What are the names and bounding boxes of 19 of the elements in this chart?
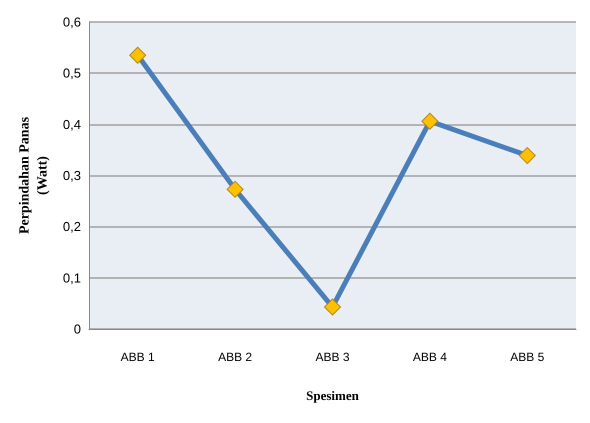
point bbox=[226, 180, 244, 198]
x-tick-label: ABB 3 bbox=[315, 350, 350, 364]
y-axis-title: Perpindahan Panas (Watt) bbox=[18, 116, 50, 234]
y-tick-label: 0,1 bbox=[62, 270, 81, 286]
x-axis-title: Spesimen bbox=[306, 388, 360, 403]
y-tick-label: 0 bbox=[74, 322, 81, 336]
point bbox=[324, 298, 341, 316]
point bbox=[421, 112, 438, 130]
x-tick-label: ABB 5 bbox=[510, 350, 545, 364]
point bbox=[129, 46, 146, 64]
point bbox=[518, 147, 536, 164]
y-tick-label: 0,5 bbox=[62, 66, 81, 81]
x-tick-label: ABB 1 bbox=[120, 350, 156, 364]
y-tick-label: 0,4 bbox=[62, 116, 81, 132]
y-tick-label: 0,6 bbox=[62, 14, 81, 30]
x-tick-label: ABB 2 bbox=[218, 350, 252, 364]
y-tick-label: 0,3 bbox=[62, 168, 81, 183]
x-tick-label: ABB 4 bbox=[412, 350, 448, 364]
y-tick-label: 0,2 bbox=[62, 219, 81, 234]
